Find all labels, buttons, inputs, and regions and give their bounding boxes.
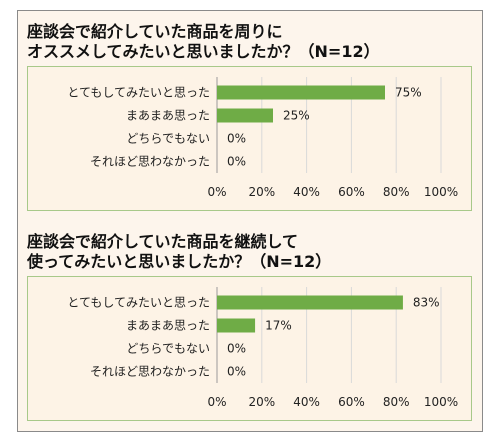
chart-1-category-label: それほど思わなかった (90, 155, 210, 169)
chart-1-x-tick-label: 80% (383, 185, 410, 199)
chart-2-value-label: 0% (227, 365, 246, 379)
chart-1-x-tick-label: 60% (338, 185, 365, 199)
chart-1-category-label: まあまあ思った (126, 109, 210, 123)
chart-2-value-label: 83% (413, 296, 440, 310)
chart-1-value-label: 25% (283, 109, 310, 123)
chart-1-title-line1: 座談会で紹介していた商品を周りに (27, 22, 283, 41)
chart-1-svg: 0% 20% 40% 60% 80% 100% とてもしてみたいと思った 75% まあまあ思った… (67, 77, 458, 199)
chart-1-category-label: どちらでもない (126, 132, 210, 146)
chart-1-x-tick-label: 0% (207, 185, 226, 199)
chart-2-x-tick-label: 80% (383, 395, 410, 409)
chart-2-svg: 0% 20% 40% 60% 80% 100% とてもしてみたいと思った 83% まあまあ思った… (67, 287, 458, 409)
chart-2-panel: 0% 20% 40% 60% 80% 100% とてもしてみたいと思った 83% まあまあ思った… (27, 276, 472, 421)
chart-2-value-label: 0% (227, 342, 246, 356)
chart-2-x-tick-label: 0% (207, 395, 226, 409)
chart-2-x-tick-label: 20% (248, 395, 275, 409)
chart-2-x-tick-label: 40% (293, 395, 320, 409)
chart-1-panel: 0% 20% 40% 60% 80% 100% とてもしてみたいと思った 75% まあまあ思った… (27, 66, 472, 211)
chart-1-value-label: 0% (227, 155, 246, 169)
chart-1-value-label: 0% (227, 132, 246, 146)
chart-1-title-line2: オススメしてみたいと思いましたか？（N=12） (27, 42, 380, 61)
chart-2-title-line1: 座談会で紹介していた商品を継続して (27, 232, 299, 251)
chart-1-title: 座談会で紹介していた商品を周りに オススメしてみたいと思いましたか？（N=12） (27, 22, 380, 62)
chart-2-value-label: 17% (265, 319, 292, 333)
chart-2-x-tick-label: 100% (424, 395, 458, 409)
chart-1-bar (217, 85, 385, 100)
chart-1-category-label: とてもしてみたいと思った (67, 86, 210, 100)
chart-1-bar (217, 108, 273, 123)
chart-2-title-line2: 使ってみたいと思いましたか？（N=12） (27, 252, 332, 271)
chart-2-category-label: まあまあ思った (126, 319, 210, 333)
chart-1-x-tick-label: 40% (293, 185, 320, 199)
chart-2-category-label: どちらでもない (126, 342, 210, 356)
chart-2-category-label: それほど思わなかった (90, 365, 210, 379)
chart-2-bar (217, 318, 256, 333)
chart-2-x-tick-label: 60% (338, 395, 365, 409)
chart-1-x-tick-label: 100% (424, 185, 458, 199)
chart-2-category-label: とてもしてみたいと思った (67, 296, 210, 310)
chart-2-title: 座談会で紹介していた商品を継続して 使ってみたいと思いましたか？（N=12） (27, 232, 331, 272)
chart-1-value-label: 75% (395, 86, 422, 100)
chart-2-bar (217, 295, 403, 310)
chart-1-x-tick-label: 20% (248, 185, 275, 199)
